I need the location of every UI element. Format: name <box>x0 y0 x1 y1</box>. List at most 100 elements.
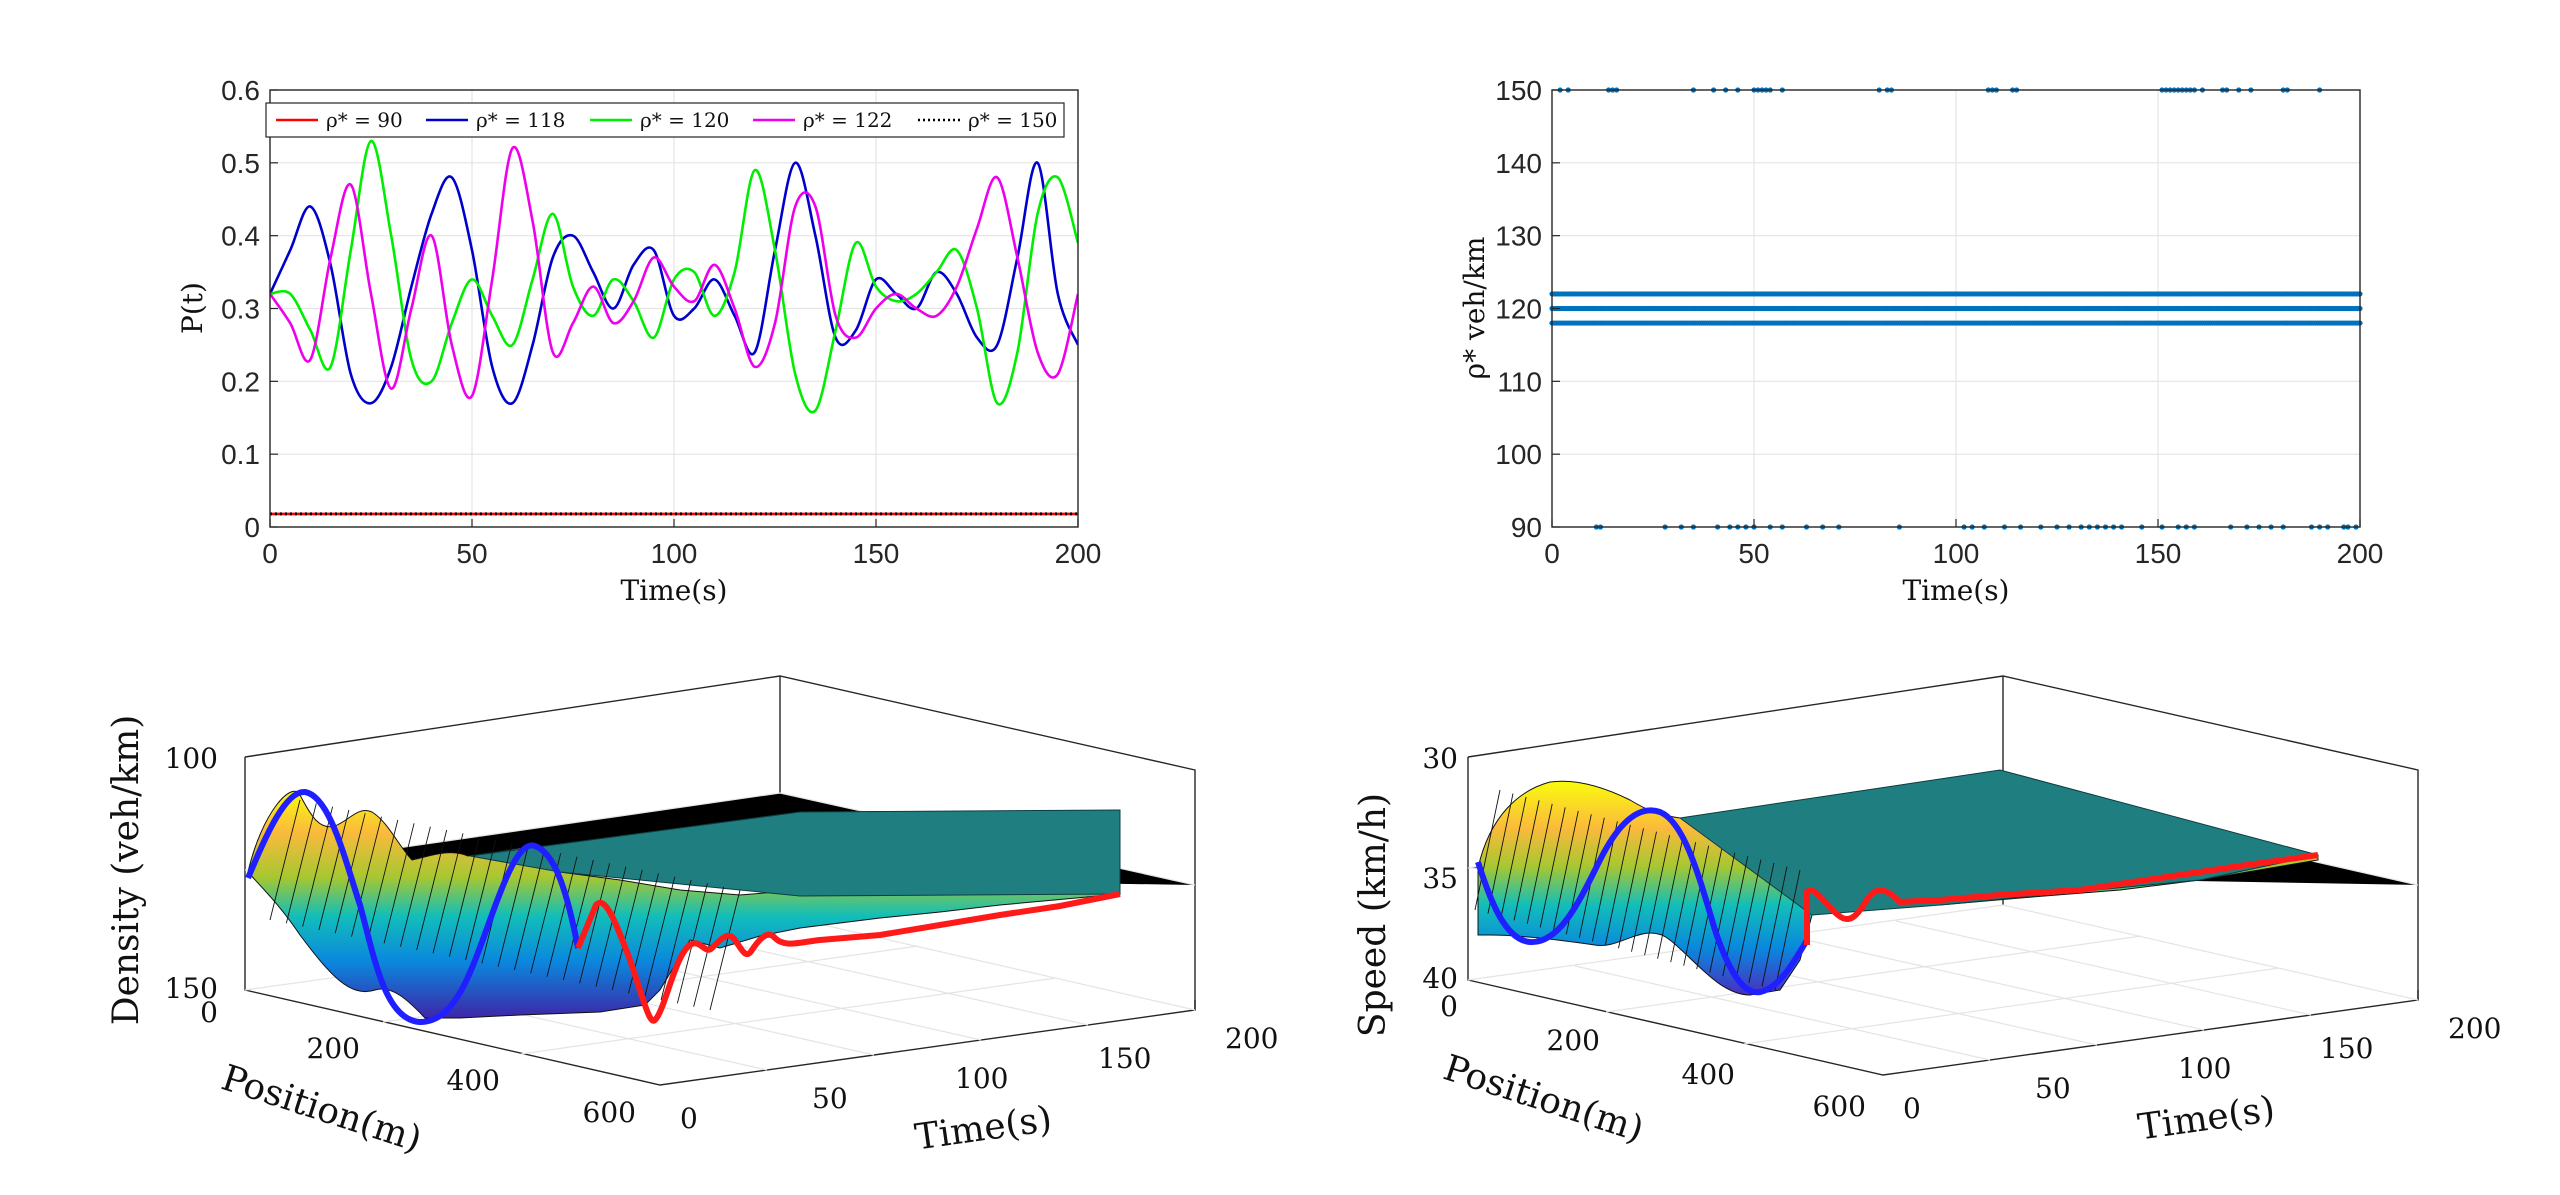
z-tick-label: 150 <box>165 972 218 1005</box>
mesh-line <box>660 879 692 1001</box>
legend-label: ρ* = 150 <box>968 108 1057 132</box>
x-axis-label: Time(s) <box>1903 574 2010 607</box>
z-tick-label: 40 <box>1422 962 1458 995</box>
x-tick-label: 600 <box>1813 1090 1866 1123</box>
mesh-line <box>1735 859 1762 980</box>
mesh-line <box>399 826 431 947</box>
mesh-line <box>1513 800 1540 921</box>
y-tick-label: 50 <box>2035 1072 2071 1105</box>
series-line-1 <box>270 161 1078 405</box>
box-back-edges <box>244 675 1196 1010</box>
mesh-line <box>302 806 334 927</box>
legend-label: ρ* = 118 <box>476 108 565 132</box>
y-tick-label: 150 <box>1098 1042 1151 1075</box>
mesh-line <box>1500 796 1527 918</box>
mesh-line <box>644 876 676 997</box>
x-axis-label: Position(m) <box>1439 1048 1649 1151</box>
mesh-line <box>1748 862 1775 984</box>
panel-rho-selection: 0 50 100 150 200 90 100 110 120 130 140 150 Time(s)… <box>1458 75 2383 607</box>
mesh-line <box>448 836 480 957</box>
mesh-line <box>513 849 545 971</box>
y-tick-label: 120 <box>1495 294 1542 325</box>
y-axis-label: ρ* veh/km <box>1458 237 1491 380</box>
mesh-line <box>1683 845 1710 966</box>
y-tick-label: 130 <box>1495 221 1542 252</box>
mesh-line <box>351 816 382 937</box>
x-tick-label: 50 <box>456 538 487 569</box>
mesh-line <box>1539 807 1566 928</box>
y-tick-label: 150 <box>2320 1032 2373 1065</box>
mesh-line <box>611 869 643 991</box>
y-tick-label: 0 <box>1903 1092 1921 1125</box>
y-tick-label: 90 <box>1511 512 1542 543</box>
z-tick-label: 30 <box>1422 742 1458 775</box>
mesh-line <box>1761 866 1788 987</box>
y-tick-label: 200 <box>1225 1022 1278 1055</box>
x-tick-label: 100 <box>1933 538 1980 569</box>
y-tick-label: 150 <box>1495 75 1542 106</box>
mesh-line <box>595 866 627 987</box>
x-tick-label: 50 <box>1738 538 1769 569</box>
x-tick-label: 600 <box>583 1096 636 1129</box>
y-tick-label: 0.1 <box>221 439 260 470</box>
mesh-line <box>1474 789 1501 911</box>
mesh-line <box>1774 869 1801 991</box>
mesh-line <box>562 859 594 981</box>
y-axis-label: P(t) <box>176 282 209 334</box>
x-tick-label: 150 <box>2135 538 2182 569</box>
mesh-line <box>1618 828 1644 949</box>
speed-surface <box>1474 769 2319 996</box>
legend-label: ρ* = 120 <box>640 108 729 132</box>
mesh-line <box>285 803 317 924</box>
y-tick-label: 110 <box>1497 366 1542 397</box>
x-tick-label: 200 <box>1055 538 1102 569</box>
legend-box <box>265 102 1065 138</box>
x-tick-label: 100 <box>651 538 698 569</box>
legend: ρ* = 90 ρ* = 118 ρ* = 120 ρ* = 122 ρ* = 150 <box>265 102 1065 138</box>
x-tick-label: 0 <box>262 538 278 569</box>
initial-profile-line <box>1475 807 1810 996</box>
y-tick-label: 100 <box>955 1062 1008 1095</box>
mesh-line <box>269 799 301 921</box>
z-tick-label: 100 <box>165 742 218 775</box>
mesh-line <box>1631 831 1657 952</box>
x-tick-label: 0 <box>1440 990 1458 1023</box>
y-tick-label: 0.6 <box>221 75 260 106</box>
x-axis-label: Position(m) <box>217 1058 427 1161</box>
z-axis-label: Speed (km/h) <box>1353 793 1394 1037</box>
legend-label: ρ* = 90 <box>326 108 403 132</box>
mesh-line <box>367 819 399 941</box>
z-tick-label: 35 <box>1422 862 1458 895</box>
y-tick-label: 0.2 <box>221 366 260 397</box>
end-of-road-line <box>575 891 1121 1024</box>
x-axis-label: Time(s) <box>621 574 728 607</box>
series-line-3 <box>270 145 1078 400</box>
y-tick-label: 100 <box>2178 1052 2231 1085</box>
end-of-road-line <box>1804 852 2319 945</box>
y-tick-label: 0.4 <box>221 221 260 252</box>
mesh-line <box>497 846 529 967</box>
y-tick-label: 200 <box>2448 1012 2501 1045</box>
z-axis-label: Density (veh/km) <box>106 715 147 1026</box>
y-tick-label: 100 <box>1495 439 1542 470</box>
x-tick-label: 200 <box>307 1032 360 1065</box>
x-tick-label: 400 <box>447 1064 500 1097</box>
y-tick-label: 0 <box>244 512 260 543</box>
mesh-line <box>1526 803 1553 924</box>
legend-label: ρ* = 122 <box>803 108 892 132</box>
x-tick-label: 150 <box>853 538 900 569</box>
y-tick-label: 0 <box>680 1102 698 1135</box>
mesh-line <box>1657 838 1684 959</box>
mesh-line <box>416 829 448 951</box>
y-tick-label: 50 <box>812 1082 848 1115</box>
surface-face <box>247 790 1122 1019</box>
y-axis-label: Time(s) <box>912 1099 1054 1159</box>
x-tick-label: 400 <box>1682 1058 1735 1091</box>
mesh-line <box>1604 824 1631 945</box>
initial-profile-line <box>245 789 581 1026</box>
x-tick-label: 200 <box>2337 538 2384 569</box>
